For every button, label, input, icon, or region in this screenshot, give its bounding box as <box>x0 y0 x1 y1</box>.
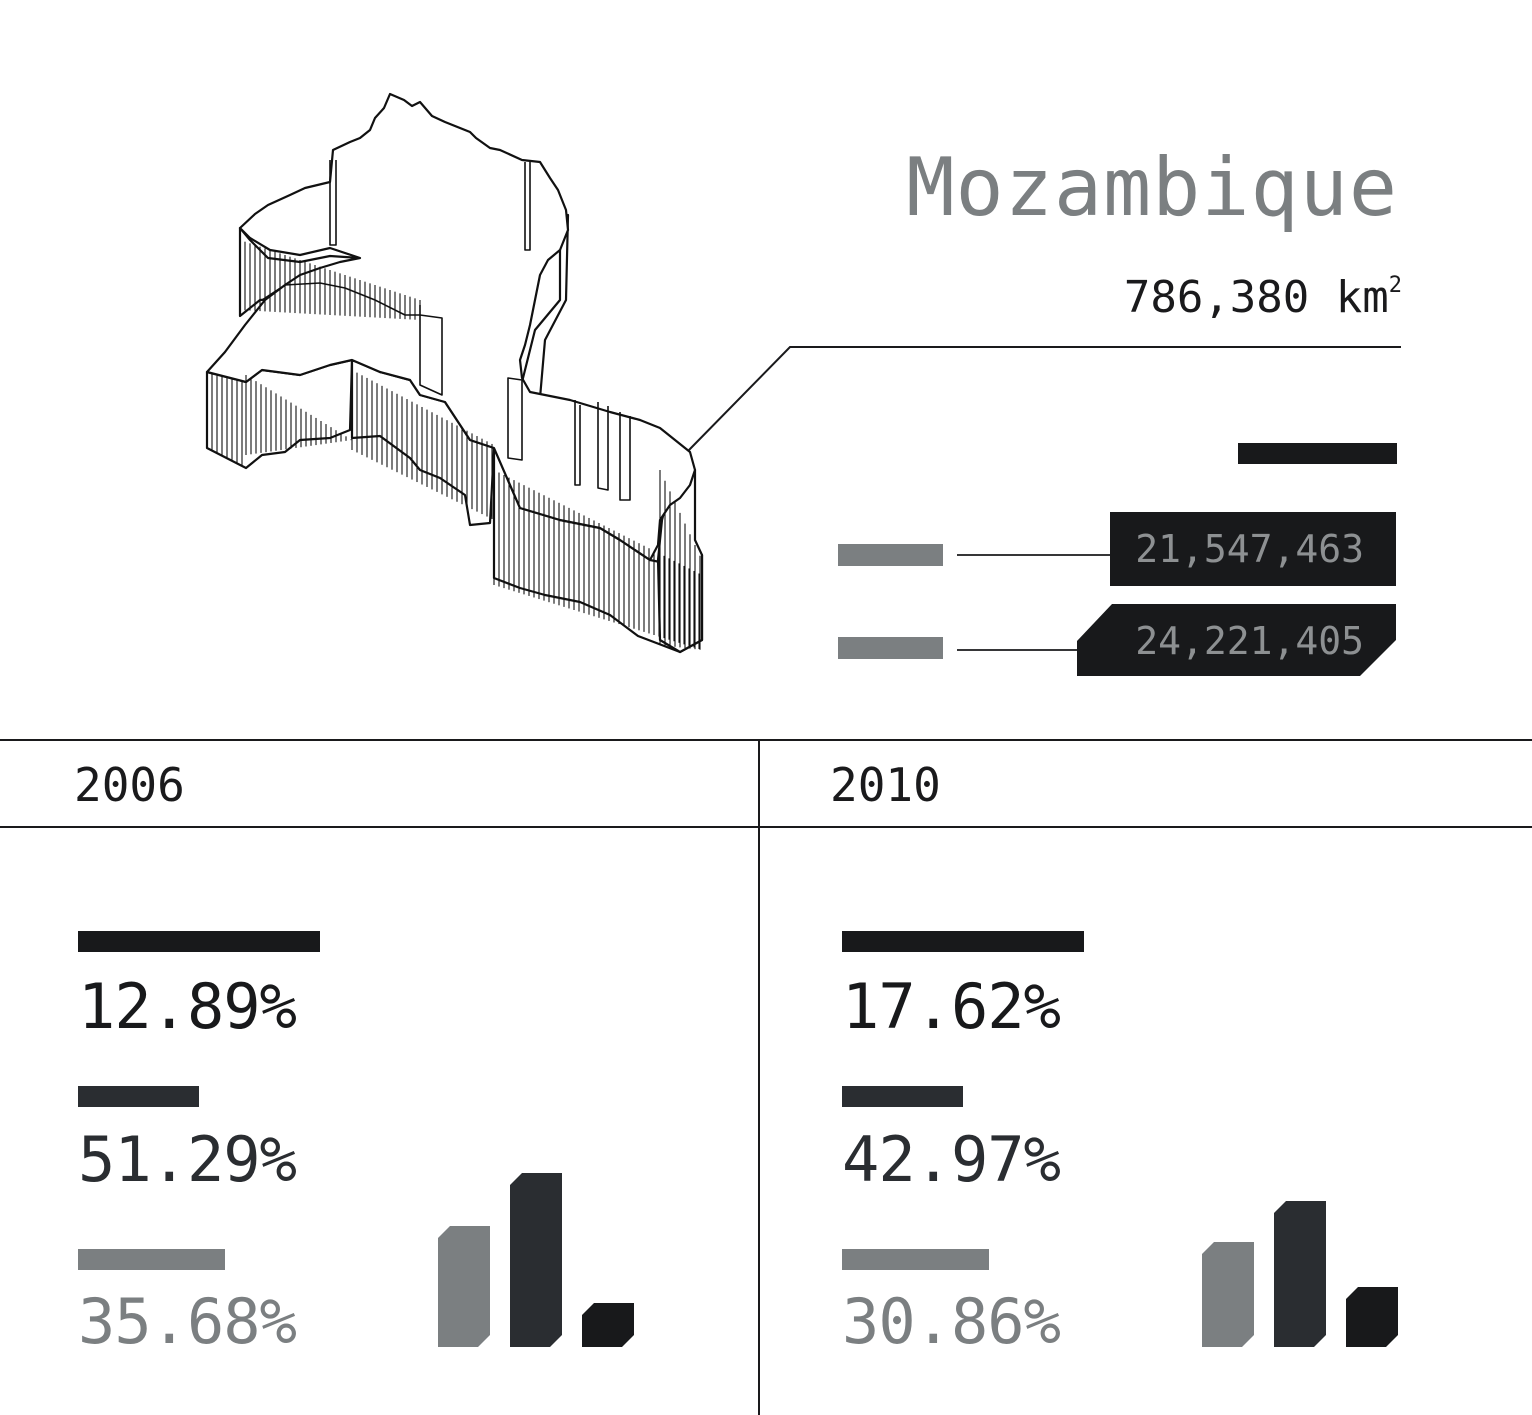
area-leader-line <box>688 346 1401 451</box>
country-title: Mozambique <box>906 141 1398 234</box>
mini-bar <box>1202 1242 1254 1347</box>
percentage-label: 42.97% <box>842 1123 1061 1196</box>
map-top-surface <box>205 92 697 562</box>
mini-bar <box>510 1173 562 1347</box>
map-province-border <box>574 400 581 486</box>
value-bar <box>842 1249 989 1270</box>
percentage-label: 17.62% <box>842 970 1061 1043</box>
mini-bar <box>582 1303 634 1347</box>
percentage-label: 30.86% <box>842 1285 1061 1358</box>
map-province-border <box>619 412 631 501</box>
value-bar <box>842 931 1084 952</box>
population-gray-bar <box>838 544 943 566</box>
population-label: 24,221,405 <box>1135 619 1364 663</box>
mini-bar <box>438 1226 490 1347</box>
percentage-label: 51.29% <box>78 1123 297 1196</box>
population-gray-bar <box>838 637 943 659</box>
value-bar <box>78 1249 225 1270</box>
population-tag-shape <box>1077 604 1396 676</box>
country-area: 786,380 km2 <box>1124 273 1402 320</box>
value-bar <box>842 1086 963 1107</box>
percentage-label: 35.68% <box>78 1285 297 1358</box>
map-province-border <box>524 162 531 251</box>
legend-black-bar <box>1238 443 1397 464</box>
map-province-border <box>597 402 609 491</box>
value-bar <box>78 1086 199 1107</box>
country-map-illustration <box>205 92 704 654</box>
area-unit-superscript: 2 <box>1388 273 1402 299</box>
percentage-label: 12.89% <box>78 970 297 1043</box>
mini-bar <box>1346 1287 1398 1347</box>
year-label-2006: 2006 <box>74 758 185 812</box>
map-province-border <box>507 377 523 461</box>
area-value: 786,380 km <box>1123 272 1389 323</box>
map-province-border <box>329 160 337 246</box>
mini-bar <box>1274 1201 1326 1347</box>
year-label-2010: 2010 <box>830 758 941 812</box>
value-bar <box>78 931 320 952</box>
population-label: 21,547,463 <box>1110 512 1396 586</box>
